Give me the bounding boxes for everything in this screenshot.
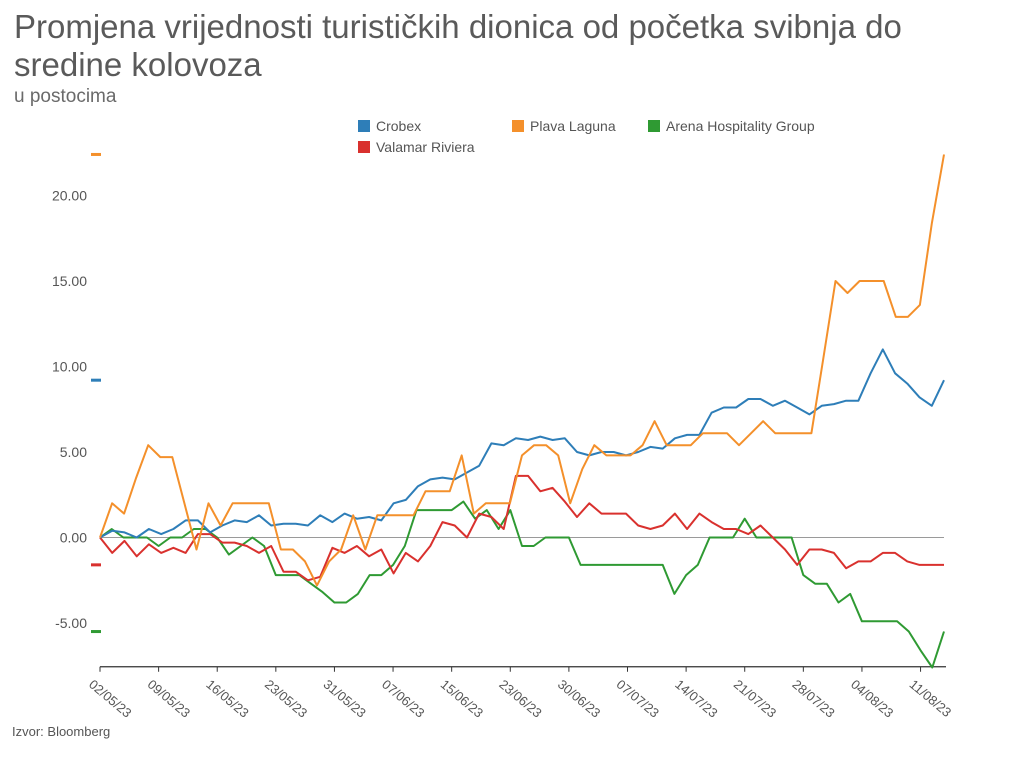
legend-item-arena-hospitality-group[interactable]: Arena Hospitality Group (648, 118, 815, 134)
x-tick-label: 07/07/23 (614, 677, 662, 721)
y-tick-label: 15.00 (52, 273, 87, 289)
x-tick-label: 23/05/23 (262, 677, 310, 721)
y-tick-label: -5.00 (55, 615, 87, 631)
last-value-marker (91, 378, 101, 382)
x-tick-label: 02/05/23 (86, 677, 134, 721)
series-lines (99, 154, 945, 669)
last-value-marker (91, 630, 101, 634)
legend-item-valamar-riviera[interactable]: Valamar Riviera (358, 139, 475, 155)
legend-swatch-crobex (358, 120, 370, 132)
last-value-markers (91, 152, 101, 634)
x-tick-label: 11/08/23 (907, 677, 955, 720)
y-tick-label: 10.00 (52, 359, 87, 375)
y-tick-label: 5.00 (60, 444, 87, 460)
legend-label-plava-laguna: Plava Laguna (530, 118, 616, 134)
x-tick-label: 16/05/23 (203, 677, 251, 721)
legend-label-arena-hospitality-group: Arena Hospitality Group (666, 118, 815, 134)
legend-label-valamar-riviera: Valamar Riviera (376, 139, 475, 155)
chart-title: Promjena vrijednosti turističkih dionica… (14, 8, 902, 83)
x-tick-label: 14/07/23 (672, 677, 720, 721)
x-tick-label: 30/06/23 (555, 677, 603, 721)
x-tick-label: 31/05/23 (321, 677, 369, 721)
legend-item-plava-laguna[interactable]: Plava Laguna (512, 118, 616, 134)
chart-subtitle: u postocima (14, 86, 117, 107)
last-value-marker (91, 563, 101, 567)
series-line-valamar-riviera (99, 474, 944, 582)
x-tick-label: 28/07/23 (789, 677, 837, 721)
x-tick-label: 21/07/23 (731, 677, 779, 721)
x-tick-label: 23/06/23 (496, 677, 544, 721)
legend-item-crobex[interactable]: Crobex (358, 118, 421, 134)
last-value-marker (91, 152, 101, 156)
y-tick-label: 0.00 (60, 530, 87, 546)
series-line-arena-hospitality-group (99, 500, 945, 669)
y-tick-label: 20.00 (52, 188, 87, 204)
legend-swatch-valamar-riviera (358, 141, 370, 153)
series-line-plava-laguna (99, 154, 945, 587)
legend-swatch-plava-laguna (512, 120, 524, 132)
x-tick-label: 15/06/23 (438, 677, 486, 721)
legend-swatch-arena-hospitality-group (648, 120, 660, 132)
y-axis-ticks: 20.00 15.00 10.00 5.00 0.00 -5.00 (52, 188, 87, 632)
x-tick-label: 07/06/23 (379, 677, 427, 721)
legend-label-crobex: Crobex (376, 118, 422, 134)
x-tick-label: 09/05/23 (145, 677, 193, 721)
x-tick-label: 04/08/23 (848, 677, 896, 721)
source-note: Izvor: Bloomberg (12, 724, 111, 739)
series-line-crobex (99, 348, 945, 539)
x-axis-ticks: 02/05/23 09/05/23 16/05/23 23/05/23 31/05/23… (86, 666, 955, 721)
